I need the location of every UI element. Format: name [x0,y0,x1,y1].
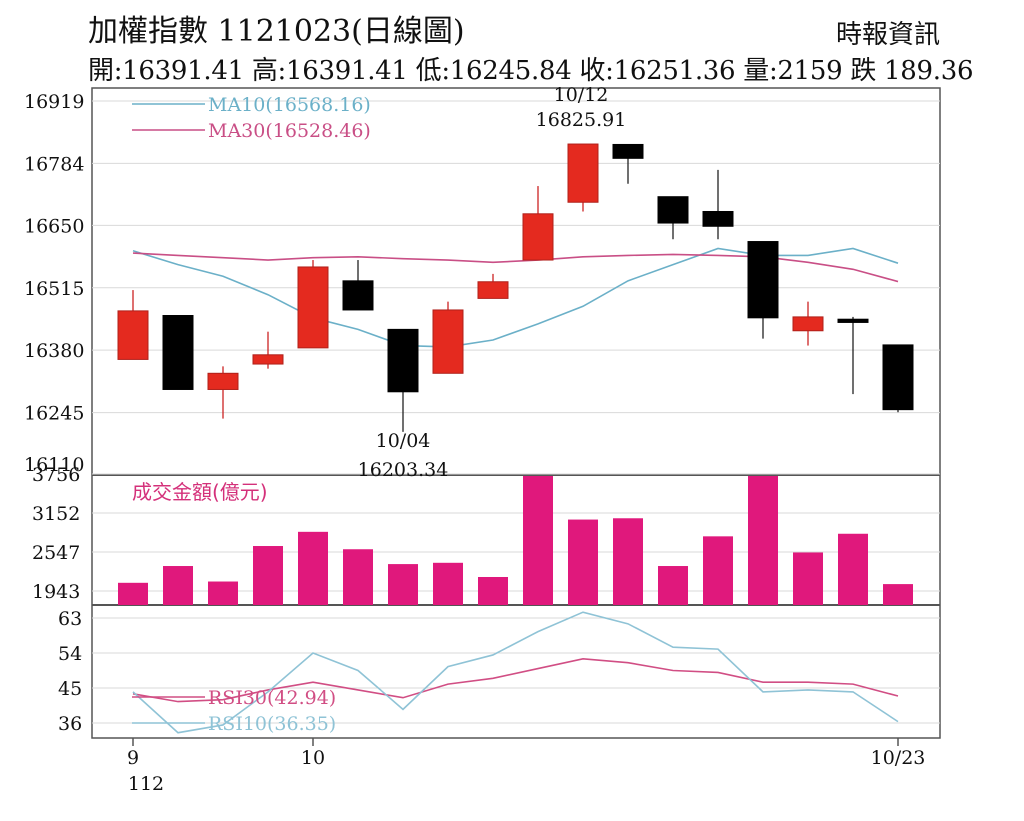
candle-body [792,316,824,332]
change-label: 跌 [850,56,877,86]
candle-body [477,281,509,299]
close-label: 收: [579,56,614,86]
volume-bar [613,518,643,605]
volume-bar [118,582,148,605]
candle-body [342,280,374,311]
high-annotation-date: 10/12 [554,84,609,106]
high-value: 16391.41 [285,56,408,86]
ma10-line [132,247,899,348]
volume-bar [343,549,373,605]
x-tick-label: 10 [301,747,325,769]
candle-body [297,266,329,349]
volume-bar [883,584,913,605]
volume-tick-label: 3756 [32,464,80,486]
candle-body [882,344,914,411]
open-label: 開: [88,56,123,86]
low-annotation-value: 16203.34 [358,459,449,481]
price-tick-label: 16380 [24,340,84,362]
volume-panel-title: 成交金額(億元) [132,480,268,504]
candle-body [702,210,734,227]
candle-body [117,310,149,360]
candle-body [432,309,464,374]
volume-bar [793,552,823,605]
volume-bar [388,564,418,605]
rsi30-line [132,658,899,703]
volume-bar [253,546,283,605]
volume-bar [523,476,553,605]
rsi-tick-label: 54 [58,643,82,665]
candle-body [522,213,554,261]
candle-body [567,143,599,203]
low-label: 低: [415,56,450,86]
volume-value: 2159 [777,56,843,86]
price-tick-label: 16110 [24,454,84,476]
volume-bar [433,562,463,605]
volume-bar [208,581,238,605]
volume-bar [478,576,508,605]
candle-body [657,196,689,224]
ohlc-summary: 開:16391.41 高:16391.41 低:16245.84 收:16251… [88,50,974,87]
rsi-tick-label: 45 [58,678,82,700]
volume-bar [658,566,688,605]
candle-body [207,372,239,390]
high-label: 高: [251,56,286,86]
volume-bar [838,533,868,605]
rsi30-legend-label: RSI30(42.94) [208,687,336,709]
volume-tick-label: 3152 [32,503,80,525]
chart-title: 加權指數 1121023(日線圖) [88,14,465,49]
x-tick-label: 9 [127,747,139,769]
volume-bar [703,536,733,605]
high-annotation-value: 16825.91 [536,109,627,131]
candle-body [612,143,644,159]
volume-bar [298,531,328,605]
rsi-tick-label: 36 [58,713,82,735]
price-tick-label: 16650 [24,215,84,237]
price-tick-label: 16919 [24,91,84,113]
close-value: 16251.36 [613,56,736,86]
low-value: 16245.84 [449,56,572,86]
volume-label: 量: [743,56,778,86]
rsi-tick-label: 63 [58,608,82,630]
ma30-line [132,252,899,283]
volume-bar [568,519,598,605]
ma10-legend-label: MA10(16568.16) [208,94,371,116]
candle-body [837,318,869,323]
candle-body [747,241,779,319]
x-tick-label: 10/23 [871,747,926,769]
candle-body [387,328,419,393]
volume-tick-label: 2547 [32,542,80,564]
candle-body [252,354,284,365]
price-tick-label: 16515 [24,278,84,300]
ma30-legend-label: MA30(16528.46) [208,120,371,142]
volume-bar [163,566,193,605]
volume-bar [748,476,778,605]
price-tick-label: 16784 [24,153,84,175]
source-label: 時報資訊 [835,20,940,50]
x-year-label: 112 [128,773,164,795]
candle-body [162,315,194,390]
open-value: 16391.41 [122,56,244,86]
rsi10-line [132,611,899,734]
price-tick-label: 16245 [24,403,84,425]
rsi10-legend-label: RSI10(36.35) [208,713,336,735]
low-annotation-date: 10/04 [376,430,431,452]
volume-tick-label: 1943 [32,581,80,603]
change-value: 189.36 [884,56,974,86]
